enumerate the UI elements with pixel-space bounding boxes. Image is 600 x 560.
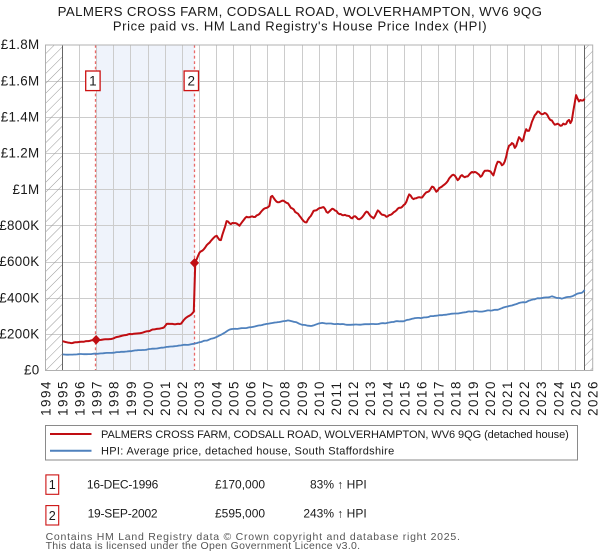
- svg-text:19-SEP-2002: 19-SEP-2002: [88, 506, 158, 520]
- svg-text:2024: 2024: [551, 380, 566, 416]
- svg-text:2020: 2020: [483, 380, 498, 416]
- svg-text:£170,000: £170,000: [215, 477, 265, 491]
- svg-text:2025: 2025: [568, 380, 583, 416]
- svg-text:2: 2: [188, 74, 196, 89]
- svg-text:Contains HM Land Registry data: Contains HM Land Registry data © Crown c…: [46, 531, 461, 543]
- svg-text:£595,000: £595,000: [215, 506, 265, 520]
- svg-text:This data is licensed under th: This data is licensed under the Open Gov…: [46, 540, 361, 552]
- svg-text:1999: 1999: [124, 380, 139, 416]
- svg-text:1994: 1994: [38, 380, 53, 416]
- svg-text:2023: 2023: [534, 380, 549, 416]
- svg-text:£800K: £800K: [0, 218, 40, 233]
- svg-text:2026: 2026: [586, 380, 600, 416]
- svg-text:2009: 2009: [295, 380, 310, 416]
- svg-text:83% ↑ HPI: 83% ↑ HPI: [310, 477, 367, 491]
- svg-text:£0: £0: [24, 363, 40, 378]
- svg-text:1995: 1995: [55, 380, 70, 416]
- svg-text:2017: 2017: [432, 380, 447, 416]
- svg-text:£1.8M: £1.8M: [1, 37, 40, 52]
- svg-text:2010: 2010: [312, 380, 327, 416]
- svg-text:2019: 2019: [466, 380, 481, 416]
- svg-text:2000: 2000: [141, 380, 156, 416]
- svg-text:2004: 2004: [209, 380, 224, 416]
- svg-text:2005: 2005: [226, 380, 241, 416]
- svg-text:HPI: Average price, detached h: HPI: Average price, detached house, Sout…: [101, 446, 395, 458]
- svg-text:2018: 2018: [449, 380, 464, 416]
- svg-text:16-DEC-1996: 16-DEC-1996: [87, 477, 159, 491]
- svg-text:£1M: £1M: [13, 182, 40, 197]
- svg-text:2022: 2022: [517, 380, 532, 416]
- svg-text:2008: 2008: [278, 380, 293, 416]
- svg-text:2013: 2013: [363, 380, 378, 416]
- svg-text:2: 2: [49, 509, 56, 523]
- svg-text:2016: 2016: [415, 380, 430, 416]
- svg-text:1998: 1998: [107, 380, 122, 416]
- svg-text:2012: 2012: [346, 380, 361, 416]
- svg-text:Price paid vs. HM Land Registr: Price paid vs. HM Land Registry's House …: [113, 18, 487, 33]
- svg-text:243% ↑ HPI: 243% ↑ HPI: [303, 506, 366, 520]
- svg-text:2015: 2015: [397, 380, 412, 416]
- svg-text:1996: 1996: [73, 380, 88, 416]
- svg-text:2002: 2002: [175, 380, 190, 416]
- svg-text:2001: 2001: [158, 380, 173, 416]
- svg-text:2021: 2021: [500, 380, 515, 416]
- svg-text:2014: 2014: [380, 380, 395, 416]
- svg-text:2003: 2003: [192, 380, 207, 416]
- svg-text:£1.4M: £1.4M: [1, 110, 40, 125]
- svg-text:1: 1: [49, 478, 56, 492]
- svg-text:PALMERS CROSS FARM, CODSALL RO: PALMERS CROSS FARM, CODSALL ROAD, WOLVER…: [58, 4, 543, 19]
- svg-text:£1.2M: £1.2M: [1, 146, 40, 161]
- svg-text:1997: 1997: [90, 380, 105, 416]
- svg-text:2007: 2007: [261, 380, 276, 416]
- svg-text:PALMERS CROSS FARM, CODSALL RO: PALMERS CROSS FARM, CODSALL ROAD, WOLVER…: [101, 429, 569, 441]
- svg-text:£600K: £600K: [0, 254, 40, 269]
- svg-text:£400K: £400K: [0, 290, 40, 305]
- svg-text:1: 1: [89, 74, 97, 89]
- svg-text:2011: 2011: [329, 381, 344, 416]
- svg-text:£1.6M: £1.6M: [1, 73, 40, 88]
- svg-text:£200K: £200K: [0, 327, 40, 342]
- svg-text:2006: 2006: [244, 380, 259, 416]
